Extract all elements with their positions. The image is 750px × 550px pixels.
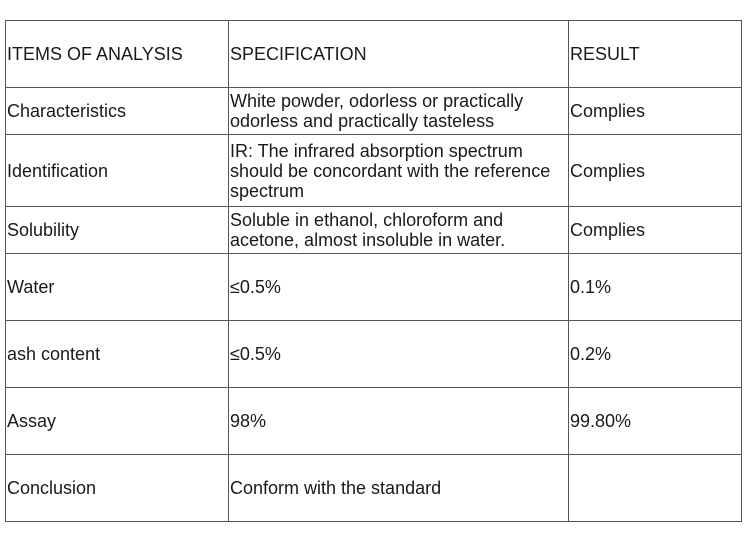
item-cell: ash content xyxy=(5,320,229,388)
item-cell: Solubility xyxy=(5,206,229,254)
result-cell xyxy=(568,454,742,522)
header-specification: SPECIFICATION xyxy=(228,20,569,88)
table-row: Solubility Soluble in ethanol, chlorofor… xyxy=(5,206,742,254)
table-row: Conclusion Conform with the standard xyxy=(5,454,742,522)
specification-cell: Conform with the standard xyxy=(228,454,569,522)
result-cell: 0.1% xyxy=(568,253,742,321)
result-cell: 0.2% xyxy=(568,320,742,388)
table-row: Identification IR: The infrared absorpti… xyxy=(5,134,742,207)
item-cell: Conclusion xyxy=(5,454,229,522)
table-row: Assay 98% 99.80% xyxy=(5,387,742,455)
item-cell: Identification xyxy=(5,134,229,207)
result-cell: 99.80% xyxy=(568,387,742,455)
header-result: RESULT xyxy=(568,20,742,88)
specification-cell: ≤0.5% xyxy=(228,253,569,321)
table-row: Water ≤0.5% 0.1% xyxy=(5,253,742,321)
header-items-of-analysis: ITEMS OF ANALYSIS xyxy=(5,20,229,88)
item-cell: Water xyxy=(5,253,229,321)
table-row: Characteristics White powder, odorless o… xyxy=(5,87,742,135)
specification-cell: IR: The infrared absorption spectrum sho… xyxy=(228,134,569,207)
result-cell: Complies xyxy=(568,134,742,207)
specification-cell: Soluble in ethanol, chloroform and aceto… xyxy=(228,206,569,254)
result-cell: Complies xyxy=(568,87,742,135)
specification-cell: White powder, odorless or practically od… xyxy=(228,87,569,135)
result-cell: Complies xyxy=(568,206,742,254)
specification-cell: ≤0.5% xyxy=(228,320,569,388)
item-cell: Characteristics xyxy=(5,87,229,135)
analysis-table: ITEMS OF ANALYSIS SPECIFICATION RESULT C… xyxy=(5,20,742,522)
specification-cell: 98% xyxy=(228,387,569,455)
table-row: ash content ≤0.5% 0.2% xyxy=(5,320,742,388)
table-header-row: ITEMS OF ANALYSIS SPECIFICATION RESULT xyxy=(5,20,742,88)
item-cell: Assay xyxy=(5,387,229,455)
